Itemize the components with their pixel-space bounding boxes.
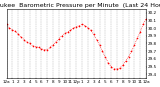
Title: Milwaukee  Barometric Pressure per Minute  (Last 24 Hours): Milwaukee Barometric Pressure per Minute…	[0, 3, 160, 8]
